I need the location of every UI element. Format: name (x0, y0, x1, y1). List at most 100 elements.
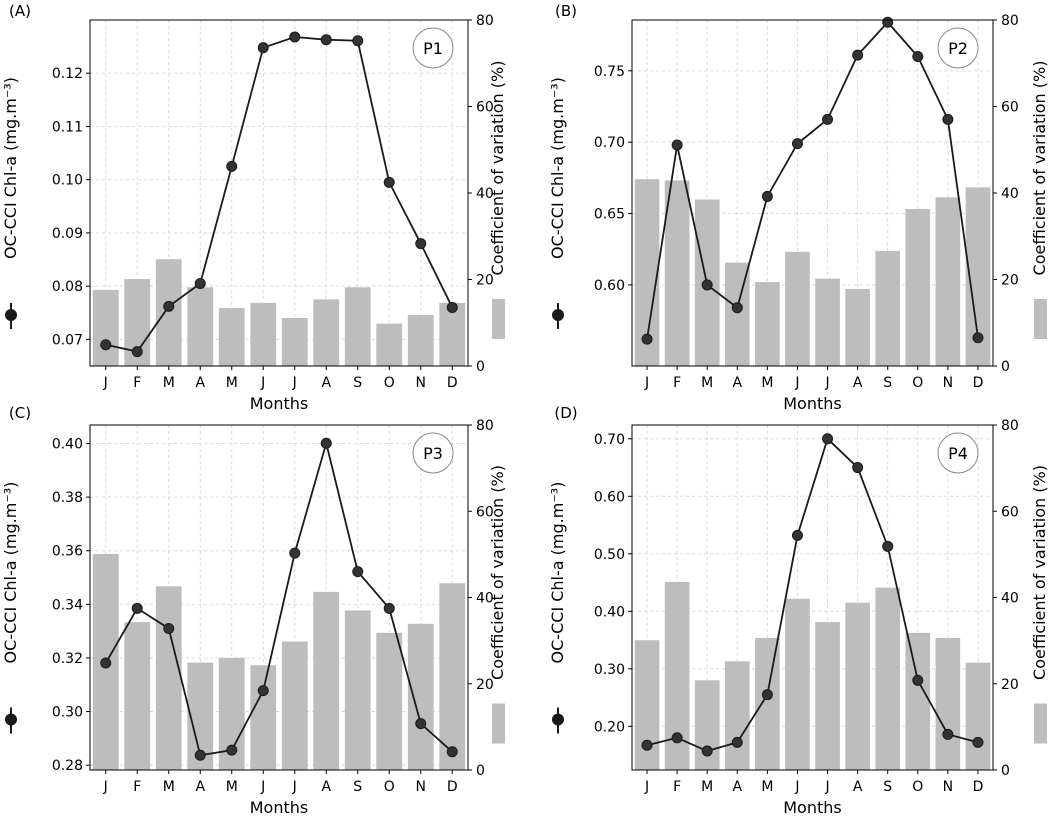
chl-point (352, 35, 364, 47)
x-tick-label: S (883, 375, 892, 391)
y-right-axis-label: Coefficient of variation (%) (1030, 465, 1049, 680)
cv-bar (875, 587, 901, 770)
y-right-tick-label: 20 (476, 273, 494, 289)
cv-bar (694, 680, 720, 770)
chl-point (882, 16, 894, 28)
y-left-tick-label: 0.12 (52, 66, 83, 82)
cv-bar (92, 289, 119, 366)
cv-bar (124, 622, 151, 770)
chl-point (320, 34, 332, 46)
legend-marker-icon (5, 309, 17, 321)
panel-label: (B) (555, 2, 577, 20)
chl-point (701, 279, 713, 291)
y-left-tick-label: 0.32 (52, 651, 83, 667)
x-tick-label: J (794, 375, 799, 391)
y-right-tick-label: 40 (476, 186, 494, 202)
x-tick-label: J (260, 779, 265, 795)
y-left-tick-label: 0.30 (594, 662, 625, 678)
chl-point (942, 728, 954, 740)
chl-line (105, 36, 454, 353)
cv-bar (935, 197, 961, 366)
chl-point (852, 462, 864, 474)
legend-bar-icon (1034, 299, 1047, 339)
cv-bar (218, 308, 245, 366)
y-right-tick-label: 20 (1001, 273, 1019, 289)
chl-line (646, 20, 979, 340)
x-tick-label: A (195, 779, 205, 795)
y-right-tick-label: 0 (1001, 359, 1010, 375)
y-right-tick-label: 20 (1001, 677, 1019, 693)
y-left-tick-label: 0.60 (594, 489, 625, 505)
chl-point (194, 749, 206, 761)
x-tick-label: M (163, 375, 175, 391)
x-tick-label: J (644, 375, 649, 391)
cv-bar (755, 638, 780, 770)
y-right-tick-label: 80 (476, 418, 494, 434)
chl-point (100, 657, 112, 669)
cv-bar (376, 323, 403, 366)
panel-badge (937, 27, 979, 69)
cv-bar (344, 287, 371, 366)
x-tick-label: F (673, 779, 681, 795)
cv-bar (439, 583, 466, 770)
chl-point (352, 566, 364, 578)
cv-bar (281, 641, 308, 770)
y-right-tick-label: 40 (1001, 591, 1019, 607)
x-tick-label: M (701, 375, 713, 391)
cv-bar (155, 586, 182, 770)
y-left-axis-label: OC-CCI Chl-a (mg.m⁻³) (548, 77, 567, 259)
x-tick-label: S (883, 779, 892, 795)
x-tick-label: O (384, 779, 395, 795)
chl-point (257, 685, 269, 697)
y-right-tick-label: 60 (476, 504, 494, 520)
cv-bar (845, 289, 870, 366)
y-left-tick-label: 0.10 (52, 173, 83, 189)
y-left-tick-label: 0.08 (52, 279, 83, 295)
x-tick-label: M (163, 779, 175, 795)
x-tick-label: A (733, 779, 743, 795)
x-tick-label: J (644, 779, 649, 795)
legend-bar-icon (492, 703, 505, 744)
y-left-tick-label: 0.60 (594, 278, 625, 294)
y-right-axis-label: Coefficient of variation (%) (488, 61, 507, 276)
x-tick-label: N (416, 375, 426, 391)
panel-badge-label: P3 (423, 444, 443, 463)
x-tick-label: A (853, 375, 863, 391)
chl-point (791, 529, 803, 541)
y-right-tick-label: 80 (476, 13, 494, 29)
chl-line (104, 439, 453, 757)
chl-point (100, 339, 112, 351)
x-tick-label: M (226, 375, 238, 391)
chl-point (415, 238, 427, 250)
y-left-tick-label: 0.36 (52, 544, 83, 560)
x-tick-label: J (260, 375, 265, 391)
chl-point (671, 732, 683, 744)
chl-point (701, 745, 713, 757)
x-tick-label: M (761, 375, 773, 391)
cv-bar (755, 282, 780, 366)
cv-bar (281, 317, 308, 366)
x-tick-label: J (824, 779, 829, 795)
cv-bar (313, 591, 340, 770)
x-tick-label: N (416, 779, 426, 795)
y-right-tick-label: 20 (476, 677, 494, 693)
x-tick-label: J (103, 375, 108, 391)
cv-bar (664, 180, 690, 366)
y-right-tick-label: 80 (1001, 418, 1019, 434)
cv-bar (187, 287, 214, 366)
x-tick-label: A (733, 375, 743, 391)
y-left-tick-label: 0.09 (52, 226, 83, 242)
chl-point (131, 602, 143, 614)
y-right-tick-label: 0 (1001, 763, 1010, 779)
x-tick-label: D (973, 779, 984, 795)
cv-bar (815, 622, 840, 770)
cv-bar (785, 251, 810, 366)
y-left-tick-label: 0.34 (52, 597, 83, 613)
chl-point (912, 674, 924, 686)
x-tick-label: A (321, 375, 331, 391)
cv-bar (875, 250, 901, 366)
chl-point (163, 300, 175, 312)
y-left-tick-label: 0.20 (594, 719, 625, 735)
cv-bar (815, 278, 840, 366)
